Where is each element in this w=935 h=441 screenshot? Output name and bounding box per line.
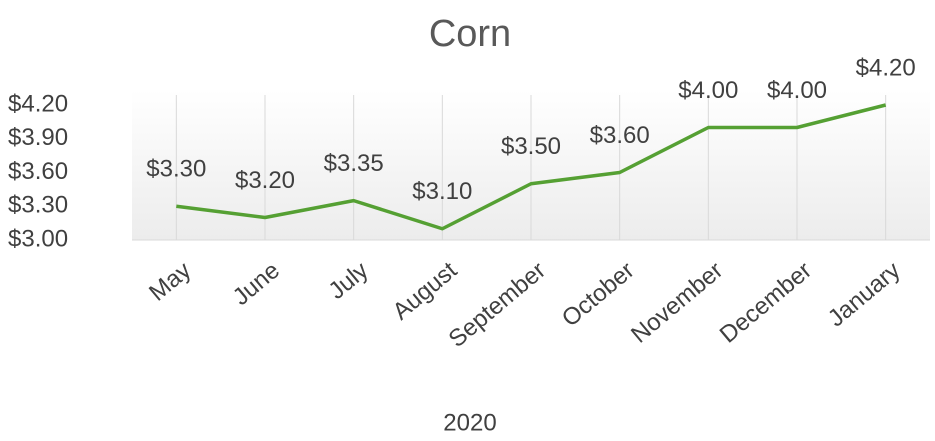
x-tick-label: January [823, 257, 906, 333]
x-tick-label: July [324, 257, 374, 305]
data-line [176, 103, 887, 231]
data-label: $3.60 [590, 122, 650, 149]
y-tick-label: $3.30 [8, 192, 68, 219]
data-label: $4.00 [767, 77, 827, 104]
data-label: $3.35 [324, 150, 384, 177]
y-tick-label: $3.60 [8, 158, 68, 185]
x-tick-label: August [388, 257, 463, 326]
x-axis-label: 2020 [443, 409, 496, 436]
data-label: $3.50 [501, 133, 561, 160]
chart-title: Corn [429, 13, 511, 55]
y-tick-label: $3.90 [8, 124, 68, 151]
data-label: $4.00 [678, 77, 738, 104]
y-tick-label: $3.00 [8, 225, 68, 252]
x-tick-label: November [626, 257, 728, 349]
y-tick-label: $4.20 [8, 90, 68, 117]
data-label: $3.30 [146, 156, 206, 183]
x-tick-label: December [715, 257, 817, 349]
x-tick-label: May [144, 257, 196, 307]
data-label: $3.20 [235, 167, 295, 194]
data-label: $4.20 [856, 54, 916, 81]
x-tick-label: October [557, 257, 640, 333]
x-tick-label: June [228, 257, 285, 311]
x-tick-label: September [444, 257, 551, 353]
data-label: $3.10 [412, 178, 472, 205]
